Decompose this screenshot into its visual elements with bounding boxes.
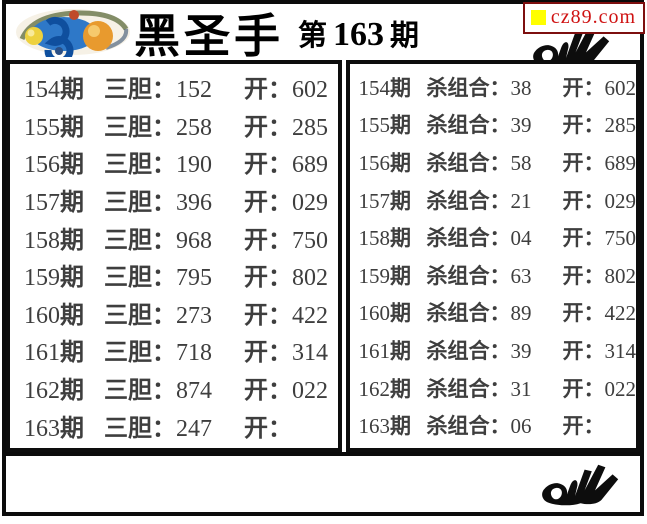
pick-cell: 三胆： 190 — [104, 151, 212, 179]
open-result-cell: 开： 285 — [562, 113, 637, 138]
period-cell: 160 期 — [358, 301, 412, 326]
period-cell: 157 期 — [358, 188, 412, 213]
pick-cell: 三胆： 795 — [104, 264, 212, 292]
pick-cell: 杀组合： 04 — [426, 226, 532, 251]
open-result-cell: 开： 689 — [244, 151, 328, 179]
record-row: 163 期三胆： 247 开： — [24, 408, 338, 443]
open-result-cell: 开： — [244, 414, 292, 442]
issue-label: 第 163 期 — [298, 12, 419, 54]
record-row: 155 期三胆： 258 开： 285 — [24, 107, 338, 142]
three-pick-panel: 154 期三胆： 152 开： 602 155 期三胆： 258 开： 285 156 期三胆： 190… — [6, 60, 342, 452]
open-result-cell: 开： 314 — [562, 338, 637, 363]
footer — [6, 452, 640, 512]
3d-lottery-logo-icon — [16, 9, 130, 57]
period-cell: 155 期 — [24, 113, 84, 141]
pick-cell: 三胆： 258 — [104, 113, 212, 141]
page-frame: 黑圣手 第 163 期 154 期三胆： 152 开： 602 155 期三胆： 258 开： 2… — [2, 0, 644, 516]
period-cell: 160 期 — [24, 301, 84, 329]
pick-cell: 三胆： 718 — [104, 339, 212, 367]
period-cell: 154 期 — [24, 76, 84, 104]
period-cell: 156 期 — [358, 150, 412, 175]
period-cell: 161 期 — [358, 338, 412, 363]
pick-cell: 杀组合： 63 — [426, 263, 532, 288]
site-link-badge[interactable]: cz89.com — [522, 2, 645, 34]
period-cell: 162 期 — [358, 376, 412, 401]
pick-cell: 三胆： 874 — [104, 377, 212, 405]
issue-suffix: 期 — [390, 20, 420, 52]
period-cell: 162 期 — [24, 377, 84, 405]
open-result-cell: 开： 750 — [562, 226, 637, 251]
record-row: 154 期三胆： 152 开： 602 — [24, 69, 338, 104]
record-row: 162 期杀组合： 31 开： 022 — [359, 373, 637, 403]
record-row: 159 期三胆： 795 开： 802 — [24, 257, 338, 292]
issue-number: 163 — [333, 16, 385, 53]
period-cell: 154 期 — [358, 75, 412, 100]
yellow-square-icon — [530, 10, 546, 25]
record-row: 159 期杀组合： 63 开： 802 — [359, 260, 637, 290]
record-row: 161 期杀组合： 39 开： 314 — [359, 335, 637, 365]
record-row: 155 期杀组合： 39 开： 285 — [359, 109, 637, 139]
period-cell: 158 期 — [358, 226, 412, 251]
pick-cell: 三胆： 396 — [104, 189, 212, 217]
period-cell: 163 期 — [358, 414, 412, 439]
record-row: 157 期三胆： 396 开： 029 — [24, 182, 338, 217]
pick-cell: 三胆： 152 — [104, 76, 212, 104]
ok-signature-bottom-icon — [542, 464, 619, 506]
record-row: 158 期杀组合： 04 开： 750 — [359, 222, 637, 252]
period-cell: 158 期 — [24, 226, 84, 254]
panels: 154 期三胆： 152 开： 602 155 期三胆： 258 开： 285 156 期三胆： 190… — [6, 60, 640, 452]
pick-cell: 三胆： 247 — [104, 414, 212, 442]
record-row: 162 期三胆： 874 开： 022 — [24, 370, 338, 405]
site-label: cz89.com — [550, 6, 636, 28]
open-result-cell: 开： 422 — [562, 301, 637, 326]
open-result-cell: 开： 602 — [562, 75, 637, 100]
record-row: 154 期杀组合： 38 开： 602 — [359, 72, 637, 102]
period-cell: 159 期 — [24, 264, 84, 292]
open-result-cell: 开： 029 — [244, 189, 328, 217]
period-cell: 163 期 — [24, 414, 84, 442]
kill-combo-panel: 154 期杀组合： 38 开： 602 155 期杀组合： 39 开： 285 156 期杀组合： 58… — [345, 60, 640, 452]
pick-cell: 杀组合： 89 — [426, 301, 532, 326]
record-row: 160 期杀组合： 89 开： 422 — [359, 297, 637, 327]
open-result-cell: 开： 802 — [562, 263, 637, 288]
period-cell: 161 期 — [24, 339, 84, 367]
period-cell: 159 期 — [358, 263, 412, 288]
pick-cell: 三胆： 968 — [104, 226, 212, 254]
record-row: 157 期杀组合： 21 开： 029 — [359, 185, 637, 215]
record-row: 158 期三胆： 968 开： 750 — [24, 220, 338, 255]
open-result-cell: 开： — [562, 415, 605, 439]
period-cell: 157 期 — [24, 189, 84, 217]
pick-cell: 杀组合： 38 — [426, 75, 532, 100]
open-result-cell: 开： 689 — [562, 150, 637, 175]
issue-prefix: 第 — [298, 20, 328, 52]
open-result-cell: 开： 422 — [244, 301, 328, 329]
page-title: 黑圣手 第 163 期 — [134, 4, 419, 60]
record-row: 161 期三胆： 718 开： 314 — [24, 332, 338, 367]
pick-cell: 杀组合： 39 — [426, 113, 532, 138]
open-result-cell: 开： 029 — [562, 188, 637, 213]
open-result-cell: 开： 022 — [244, 377, 328, 405]
open-result-cell: 开： 285 — [244, 113, 328, 141]
period-cell: 156 期 — [24, 151, 84, 179]
open-result-cell: 开： 750 — [244, 226, 328, 254]
ok-signature-top-icon — [533, 26, 610, 60]
pick-cell: 杀组合： 21 — [426, 188, 532, 213]
pick-cell: 杀组合： 58 — [426, 150, 532, 175]
open-result-cell: 开： 802 — [244, 264, 328, 292]
pick-cell: 杀组合： 31 — [426, 376, 532, 401]
title-main: 黑圣手 — [134, 11, 284, 60]
pick-cell: 杀组合： 39 — [426, 338, 532, 363]
open-result-cell: 开： 022 — [562, 376, 637, 401]
open-result-cell: 开： 314 — [244, 339, 328, 367]
pick-cell: 杀组合： 06 — [426, 414, 532, 439]
record-row: 156 期三胆： 190 开： 689 — [24, 144, 338, 179]
open-result-cell: 开： 602 — [244, 76, 328, 104]
record-row: 163 期杀组合： 06 开： — [359, 410, 637, 440]
record-row: 156 期杀组合： 58 开： 689 — [359, 147, 637, 177]
record-row: 160 期三胆： 273 开： 422 — [24, 295, 338, 330]
period-cell: 155 期 — [358, 113, 412, 138]
pick-cell: 三胆： 273 — [104, 301, 212, 329]
